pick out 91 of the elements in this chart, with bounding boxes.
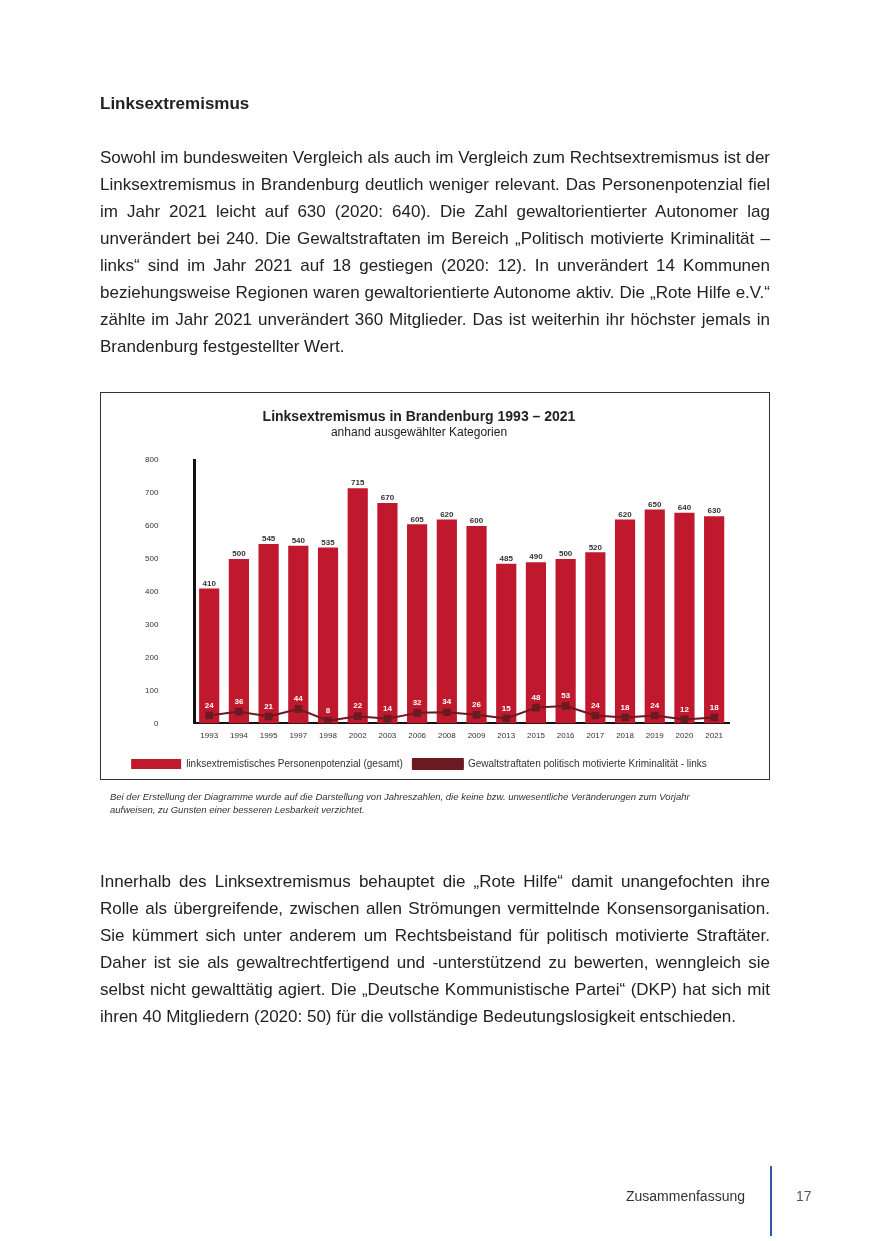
bar bbox=[644, 509, 665, 724]
data-label: 650 bbox=[648, 499, 662, 509]
y-tick-label: 600 bbox=[144, 521, 159, 531]
bar bbox=[555, 558, 576, 724]
data-label: 18 bbox=[709, 702, 720, 712]
data-label: 540 bbox=[291, 535, 306, 545]
x-tick-label: 2015 bbox=[527, 731, 546, 741]
y-tick-label: 800 bbox=[144, 455, 159, 465]
bar bbox=[377, 502, 398, 724]
data-label: 600 bbox=[469, 516, 484, 526]
data-label: 485 bbox=[499, 554, 514, 564]
x-tick-label: 1993 bbox=[200, 731, 219, 741]
data-label: 44 bbox=[293, 694, 304, 704]
x-tick-label: 2016 bbox=[556, 731, 576, 741]
y-tick-label: 100 bbox=[144, 685, 159, 695]
data-label: 15 bbox=[501, 703, 512, 713]
data-label: 21 bbox=[264, 701, 274, 711]
x-tick-label: 2017 bbox=[586, 731, 605, 741]
bar bbox=[674, 512, 695, 724]
x-tick-label: 2009 bbox=[467, 731, 486, 741]
data-label: 53 bbox=[561, 691, 571, 701]
bar bbox=[407, 524, 428, 724]
y-tick-label: 400 bbox=[144, 587, 159, 596]
data-label: 715 bbox=[351, 478, 365, 488]
data-label: 24 bbox=[204, 700, 215, 710]
data-label: 670 bbox=[380, 493, 395, 503]
x-tick-label: 2013 bbox=[497, 731, 516, 741]
bar bbox=[436, 519, 457, 724]
bar bbox=[258, 544, 279, 724]
data-label: 36 bbox=[234, 696, 244, 706]
data-label: 18 bbox=[620, 702, 631, 712]
data-label: 410 bbox=[202, 578, 217, 588]
data-label: 520 bbox=[588, 542, 603, 552]
x-tick-label: 2002 bbox=[348, 731, 368, 741]
text: 17 bbox=[796, 1188, 812, 1204]
data-label: 620 bbox=[618, 509, 633, 519]
bar bbox=[704, 516, 725, 724]
y-tick-label: 700 bbox=[144, 488, 159, 498]
text: Linksextremismus bbox=[100, 93, 251, 115]
data-label: 545 bbox=[261, 534, 276, 544]
y-tick-label: 300 bbox=[144, 619, 159, 629]
data-label: 32 bbox=[412, 698, 423, 708]
data-label: 26 bbox=[472, 700, 482, 710]
chart-title: Linksextremismus in Brandenburg 1993 – 2021 bbox=[262, 408, 576, 425]
data-label: 605 bbox=[410, 514, 425, 524]
x-tick-label: 2020 bbox=[675, 731, 694, 741]
data-label: 490 bbox=[529, 552, 544, 562]
x-tick-label: 2019 bbox=[645, 731, 665, 741]
x-tick-label: 2006 bbox=[408, 731, 427, 741]
data-label: 22 bbox=[353, 701, 363, 711]
x-tick-label: 2018 bbox=[616, 731, 635, 741]
data-label: 640 bbox=[677, 503, 692, 513]
bar bbox=[585, 552, 606, 724]
legend-label: linksextremistisches Personenpotenzial (gesamt) bbox=[186, 757, 403, 769]
x-tick-label: 2003 bbox=[378, 731, 397, 741]
text: Sowohl im bundesweiten Vergleich als auch im Vergleich zum Rechtsextremismus ist der Linksextremismus in Brandenburg deutlich weniger relevant. Das Personenpotenzial fiel im Jahr 2021 leicht auf 630 (2020: 640). Die Zahl gewaltorientierter Autonomer lag unverändert bei 240. Die Gewaltstraftaten im Bereich „Politisch motivierte Kriminalität – links“ sind im Jahr 2021 auf 18 gestiegen (2020: 12). In unverändert 14 Kommunen beziehungsweise Regionen waren gewaltorientierte Autonome aktiv. Die „Rote Hilfe e.V.“ zählte im Jahr 2021 unverändert 360 Mitglieder. Das ist weiterhin ihr höchster jemals in Brandenburg festgestellter Wert. bbox=[100, 147, 770, 358]
data-label: 24 bbox=[590, 700, 601, 710]
x-tick-label: 1997 bbox=[289, 731, 308, 741]
x-tick-label: 2021 bbox=[705, 731, 724, 741]
data-label: 24 bbox=[650, 700, 660, 710]
bar bbox=[496, 563, 517, 724]
y-tick-label: 0 bbox=[153, 718, 159, 728]
bar bbox=[317, 547, 339, 724]
data-label: 620 bbox=[440, 509, 455, 519]
data-label: 34 bbox=[442, 697, 452, 707]
x-tick-label: 1994 bbox=[230, 731, 249, 741]
chart-subtitle: anhand ausgewählter Kategorien bbox=[330, 425, 508, 440]
bar bbox=[288, 545, 309, 724]
bar bbox=[199, 588, 220, 724]
legend-label: Gewaltstraftaten politisch motivierte Kriminalität - links bbox=[467, 757, 707, 769]
text: Innerhalb des Linksextremismus behauptet die „Rote Hilfe“ damit unangefochten ihre Rolle als übergreifende, zwischen allen Strömungen vermittelnde Konsensorganisation. Sie kümmert sich unter anderem um Rechtsbeistand für politisch motivierte Straftäter. Daher ist sie als gewaltrechtfertigend und -unterstützend zu bewerten, wenngleich sie selbst nicht gewalttätig agiert. Die „Deutsche Kommunistische Partei“ (DKP) hat sich mit ihren 40 Mitgliedern (2020: 50) für die vollständige Bedeutungslosigkeit entschieden. bbox=[100, 871, 770, 1028]
text: Bei der Erstellung der Diagramme wurde auf die Darstellung von Jahreszahlen, die keine bzw. unwesentliche Veränderungen zum Vorjahr aufweisen, zu Gunsten einer besseren Lesbarkeit verzichtet. bbox=[110, 790, 691, 816]
data-label: 630 bbox=[707, 506, 722, 516]
x-tick-label: 1995 bbox=[259, 731, 279, 741]
data-label: 500 bbox=[558, 549, 573, 559]
y-tick-label: 500 bbox=[144, 554, 159, 564]
y-tick-label: 200 bbox=[144, 652, 159, 662]
data-label: 500 bbox=[232, 549, 247, 559]
bar bbox=[614, 519, 636, 724]
text: Zusammenfassung bbox=[625, 1188, 745, 1204]
x-tick-label: 1998 bbox=[319, 731, 338, 741]
bar bbox=[466, 526, 487, 724]
x-tick-label: 2008 bbox=[437, 731, 457, 741]
data-label: 8 bbox=[325, 705, 331, 715]
data-label: 14 bbox=[382, 704, 393, 713]
bar bbox=[347, 488, 368, 724]
data-label: 535 bbox=[321, 537, 336, 547]
data-label: 12 bbox=[679, 704, 690, 714]
bar bbox=[228, 558, 249, 724]
bar bbox=[525, 562, 547, 724]
data-label: 48 bbox=[531, 692, 541, 702]
